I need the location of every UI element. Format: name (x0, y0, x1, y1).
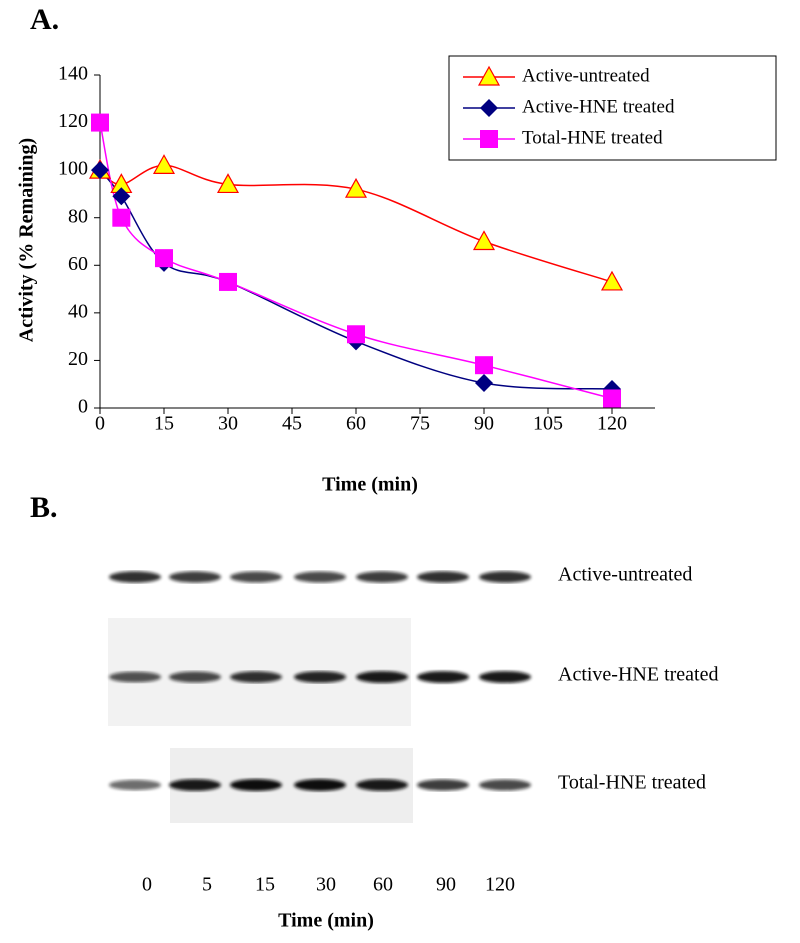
y-tick-label: 100 (58, 158, 88, 180)
blot-row-label: Active-HNE treated (558, 664, 718, 686)
blot-band (169, 671, 221, 683)
y-axis-title: Activity (% Remaining) (16, 138, 38, 342)
marker (152, 154, 176, 174)
marker (475, 374, 493, 393)
blot-lane-label: 5 (202, 874, 212, 896)
legend-label: Active-untreated (522, 65, 650, 86)
marker (112, 208, 131, 227)
blot-band (294, 571, 346, 583)
blot-band (109, 671, 161, 683)
blot-row-label: Total-HNE treated (558, 772, 706, 794)
marker (216, 173, 240, 194)
marker (219, 272, 237, 291)
blot-lane-label: 15 (255, 874, 275, 896)
blot-band (169, 779, 221, 791)
blot-band (230, 671, 282, 683)
x-tick-label: 0 (95, 413, 105, 435)
blot-band (479, 571, 531, 583)
marker (91, 161, 109, 180)
blot-band (417, 571, 469, 583)
y-tick-label: 80 (68, 205, 88, 227)
marker (155, 249, 173, 268)
blot-band (417, 779, 469, 791)
marker (347, 325, 365, 344)
x-tick-label: 120 (597, 413, 627, 435)
x-tick-label: 30 (218, 413, 238, 435)
blot-band (294, 671, 346, 683)
y-tick-label: 40 (68, 300, 88, 322)
y-tick-label: 120 (58, 110, 88, 132)
marker (477, 65, 501, 86)
blot-band (230, 779, 282, 791)
blot-lane-label: 0 (142, 874, 152, 896)
x-tick-label: 15 (154, 413, 174, 435)
marker (472, 230, 496, 251)
marker (600, 270, 624, 291)
x-tick-label: 105 (533, 413, 563, 435)
marker (91, 113, 109, 132)
x-tick-label: 60 (346, 413, 366, 435)
blot-band (356, 571, 408, 583)
legend-label: Active-HNE treated (522, 96, 675, 117)
blot-band (109, 571, 161, 583)
blot-x-title: Time (min) (278, 910, 374, 932)
blot-band (294, 779, 346, 791)
blot-band (479, 779, 531, 791)
series-line (99, 169, 613, 390)
y-tick-label: 0 (78, 396, 88, 418)
marker (603, 389, 621, 408)
marker (344, 177, 368, 198)
x-axis-title: Time (min) (322, 474, 418, 496)
blot-band (109, 779, 161, 791)
marker (480, 99, 498, 117)
blot-band (479, 671, 531, 683)
blot-band (356, 671, 408, 683)
panel-label: A. (30, 3, 59, 36)
panel-label: B. (30, 491, 58, 524)
blot-band (417, 671, 469, 683)
y-tick-label: 140 (58, 63, 88, 85)
marker (112, 187, 131, 206)
blot-band (356, 779, 408, 791)
blot-lane-label: 120 (485, 874, 515, 896)
marker (480, 130, 498, 148)
y-tick-label: 20 (68, 348, 88, 370)
blot-lane-label: 90 (436, 874, 456, 896)
x-tick-label: 75 (410, 413, 430, 435)
blot-band (169, 571, 221, 583)
marker (475, 356, 493, 375)
x-tick-label: 45 (282, 413, 302, 435)
x-tick-label: 90 (474, 413, 494, 435)
series-line (99, 122, 613, 400)
blot-lane-label: 30 (316, 874, 336, 896)
blot-band (230, 571, 282, 583)
y-tick-label: 60 (68, 253, 88, 275)
blot-row-label: Active-untreated (558, 564, 692, 586)
legend-label: Total-HNE treated (522, 127, 663, 148)
blot-lane-label: 60 (373, 874, 393, 896)
